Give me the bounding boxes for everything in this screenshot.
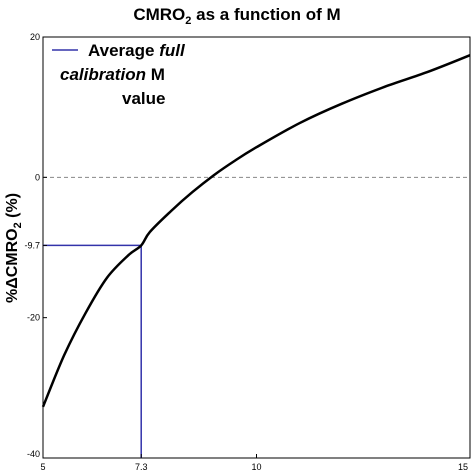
y-tick-label: 0	[35, 172, 40, 182]
curve-points	[43, 55, 470, 407]
chart-title: CMRO2 as a function of M	[133, 5, 340, 27]
plot-frame	[42, 36, 471, 459]
legend-label-line1: Average full	[88, 41, 186, 60]
x-tick-label: 5	[40, 462, 45, 472]
plot-area	[41, 36, 471, 459]
legend-label-line3: value	[122, 89, 165, 108]
x-tick-label: 10	[251, 462, 261, 472]
y-tick-label: -9.7	[24, 240, 40, 250]
x-tick-label: 15	[458, 462, 468, 472]
legend: Average full calibration M value	[52, 41, 186, 108]
y-axis-ticks: 20 0 -9.7 -20 -40	[24, 32, 47, 459]
y-tick-label: -20	[27, 313, 40, 323]
cmro2-curve	[41, 54, 471, 408]
x-tick-label: 7.3	[135, 462, 148, 472]
x-axis-ticks: 5 7.3 10 15	[40, 454, 471, 472]
y-axis-label: %ΔCMRO2 (%)	[4, 193, 24, 303]
calibration-reference-lines	[43, 244, 142, 458]
y-tick-label: 20	[30, 32, 40, 42]
legend-label-line2: calibration M	[60, 65, 165, 84]
y-tick-label: -40	[27, 449, 40, 459]
